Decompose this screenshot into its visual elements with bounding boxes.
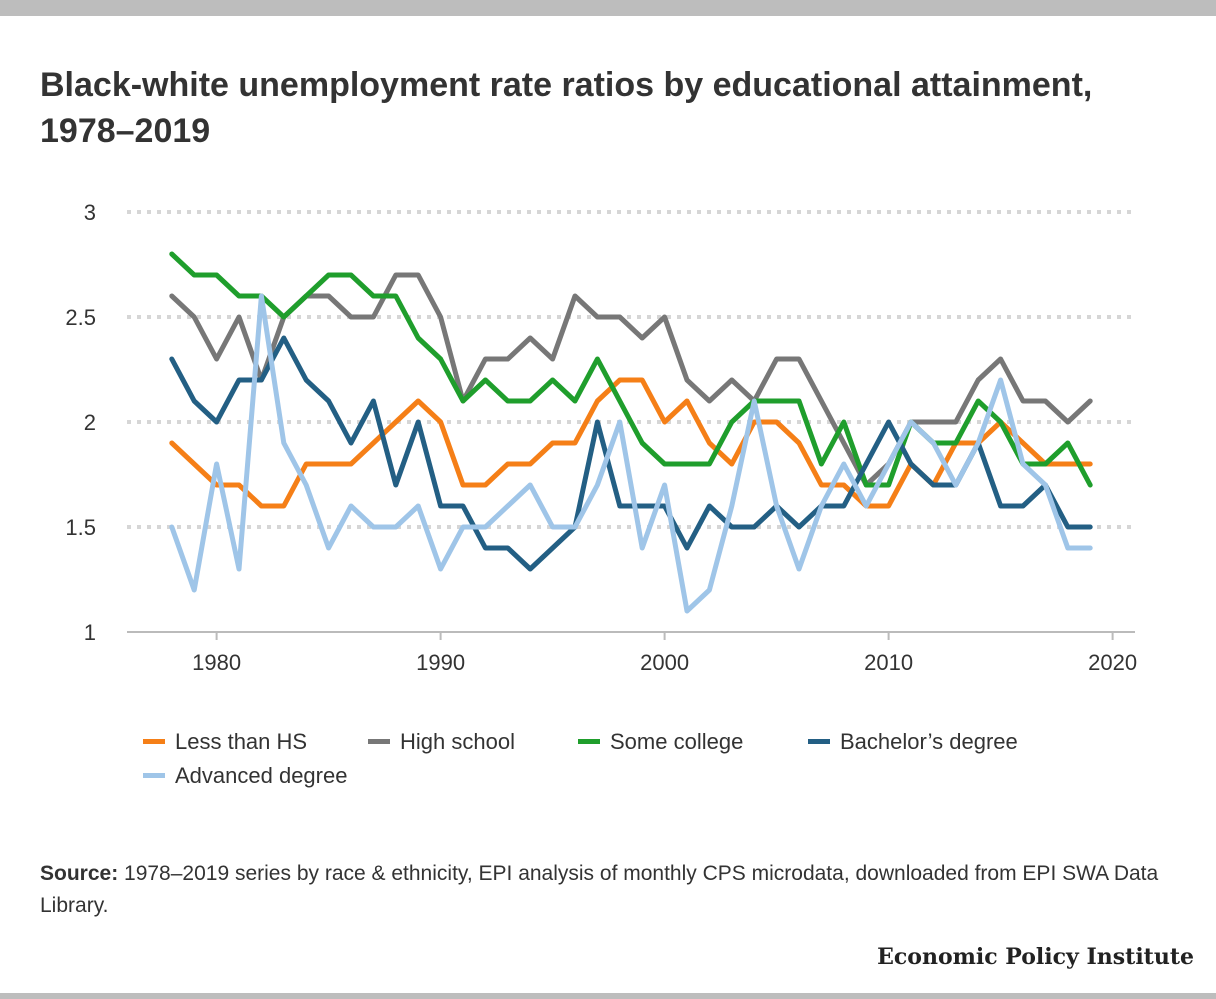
legend-label: Less than HS (175, 729, 308, 754)
legend-label: Advanced degree (175, 763, 348, 788)
legend-swatch (808, 738, 830, 744)
legend-swatch (368, 738, 390, 744)
source-text: 1978–2019 series by race & ethnicity, EP… (40, 862, 1159, 917)
x-tick-label: 2020 (1088, 650, 1137, 675)
legend-swatch (143, 772, 165, 778)
legend-swatch (143, 738, 165, 744)
legend-item-some-college: Some college (578, 726, 743, 758)
x-tick-label: 1990 (416, 650, 465, 675)
source-label: Source: (40, 862, 119, 885)
series-line-some-college (169, 251, 1093, 488)
x-tick-label: 2010 (864, 650, 913, 675)
y-tick-label: 1 (84, 620, 96, 645)
y-tick-label: 3 (84, 200, 96, 225)
source-note: Source: 1978–2019 series by race & ethni… (40, 858, 1160, 922)
legend-label: High school (400, 729, 515, 754)
y-tick-label: 2 (84, 410, 96, 435)
y-tick-label: 2.5 (65, 305, 96, 330)
legend-label: Bachelor’s degree (840, 729, 1018, 754)
series-line-advanced-degree (169, 293, 1093, 614)
x-tick-label: 1980 (192, 650, 241, 675)
legend-item-less-than-hs: Less than HS (143, 726, 307, 758)
x-tick-label: 2000 (640, 650, 689, 675)
legend-label: Some college (610, 729, 744, 754)
series-layer (169, 251, 1093, 614)
series-line-high-school (169, 272, 1093, 488)
top-border-bar (0, 0, 1216, 16)
chart-title: Black-white unemployment rate ratios by … (40, 66, 1093, 150)
series-line-less-than-hs (169, 377, 1093, 509)
legend-item-advanced-degree: Advanced degree (143, 760, 347, 792)
epi-logo-text: Economic Policy Institute (877, 944, 1194, 970)
y-tick-label: 1.5 (65, 515, 96, 540)
legend-item-bachelor-s-degree: Bachelor’s degree (808, 726, 1018, 758)
legend-swatch (578, 738, 600, 744)
axis-layer: 1 1.5 2 2.5 3 1980 1990 2000 2010 2020 (65, 200, 1137, 675)
legend-item-high-school: High school (368, 726, 515, 758)
bottom-border-bar (0, 993, 1216, 999)
series-line-bachelor-s-degree (169, 335, 1093, 572)
